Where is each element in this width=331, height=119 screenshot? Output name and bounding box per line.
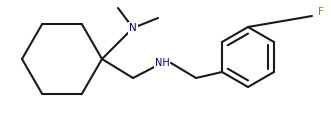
Text: F: F [318,7,324,17]
Text: NH: NH [155,58,169,68]
Text: N: N [129,23,137,33]
